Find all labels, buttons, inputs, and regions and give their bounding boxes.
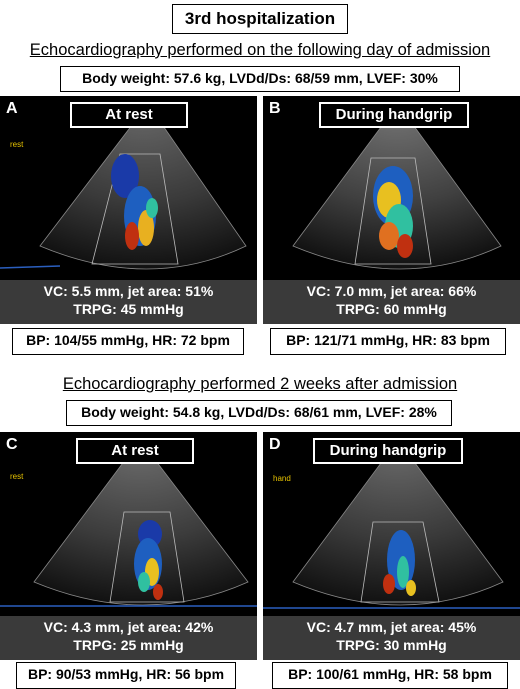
- caption-d: VC: 4.7 mm, jet area: 45% TRPG: 30 mmHg: [263, 616, 520, 660]
- section-heading-2-weeks: Echocardiography performed 2 weeks after…: [62, 375, 458, 393]
- mode-tag-c: rest: [10, 472, 24, 481]
- caption-b-vc: VC: 7.0 mm, jet area: 66%: [306, 283, 477, 299]
- metrics-box-2-weeks: Body weight: 54.8 kg, LVDd/Ds: 68/61 mm,…: [66, 400, 452, 426]
- bp-box-a: BP: 104/55 mmHg, HR: 72 bpm: [12, 328, 244, 355]
- caption-c-trpg: TRPG: 25 mmHg: [73, 637, 184, 653]
- caption-b-trpg: TRPG: 60 mmHg: [336, 301, 447, 317]
- echo-panel-a: A At rest rest: [0, 96, 257, 280]
- panel-label-d: During handgrip: [313, 438, 463, 464]
- echo-image-d: [263, 439, 520, 609]
- echo-image-b: [292, 103, 502, 270]
- echo-panel-c: C At rest rest: [0, 432, 257, 616]
- panel-label-a: At rest: [70, 102, 188, 128]
- echo-image-a: [0, 103, 247, 270]
- mode-tag-a: rest: [10, 140, 24, 149]
- caption-c-vc: VC: 4.3 mm, jet area: 42%: [43, 619, 214, 635]
- caption-a: VC: 5.5 mm, jet area: 51% TRPG: 45 mmHg: [0, 280, 257, 324]
- caption-d-trpg: TRPG: 30 mmHg: [336, 637, 447, 653]
- echo-panel-d: D During handgrip hand: [263, 432, 520, 616]
- section-heading-admission: Echocardiography performed on the follow…: [29, 41, 491, 59]
- caption-a-trpg: TRPG: 45 mmHg: [73, 301, 184, 317]
- echo-image-c: [0, 439, 257, 607]
- panel-letter-d: D: [269, 436, 281, 453]
- panel-letter-c: C: [6, 436, 18, 453]
- panel-label-b: During handgrip: [319, 102, 469, 128]
- bp-box-c: BP: 90/53 mmHg, HR: 56 bpm: [16, 662, 236, 689]
- panel-label-c: At rest: [76, 438, 194, 464]
- page-title: 3rd hospitalization: [172, 4, 348, 34]
- bp-box-d: BP: 100/61 mmHg, HR: 58 bpm: [272, 662, 508, 689]
- bp-box-b: BP: 121/71 mmHg, HR: 83 bpm: [270, 328, 506, 355]
- panel-letter-b: B: [269, 100, 281, 117]
- metrics-box-admission: Body weight: 57.6 kg, LVDd/Ds: 68/59 mm,…: [60, 66, 460, 92]
- panel-letter-a: A: [6, 100, 18, 117]
- mode-tag-d: hand: [273, 474, 291, 483]
- caption-a-vc: VC: 5.5 mm, jet area: 51%: [43, 283, 214, 299]
- caption-c: VC: 4.3 mm, jet area: 42% TRPG: 25 mmHg: [0, 616, 257, 660]
- caption-b: VC: 7.0 mm, jet area: 66% TRPG: 60 mmHg: [263, 280, 520, 324]
- caption-d-vc: VC: 4.7 mm, jet area: 45%: [306, 619, 477, 635]
- echo-panel-b: B During handgrip: [263, 96, 520, 280]
